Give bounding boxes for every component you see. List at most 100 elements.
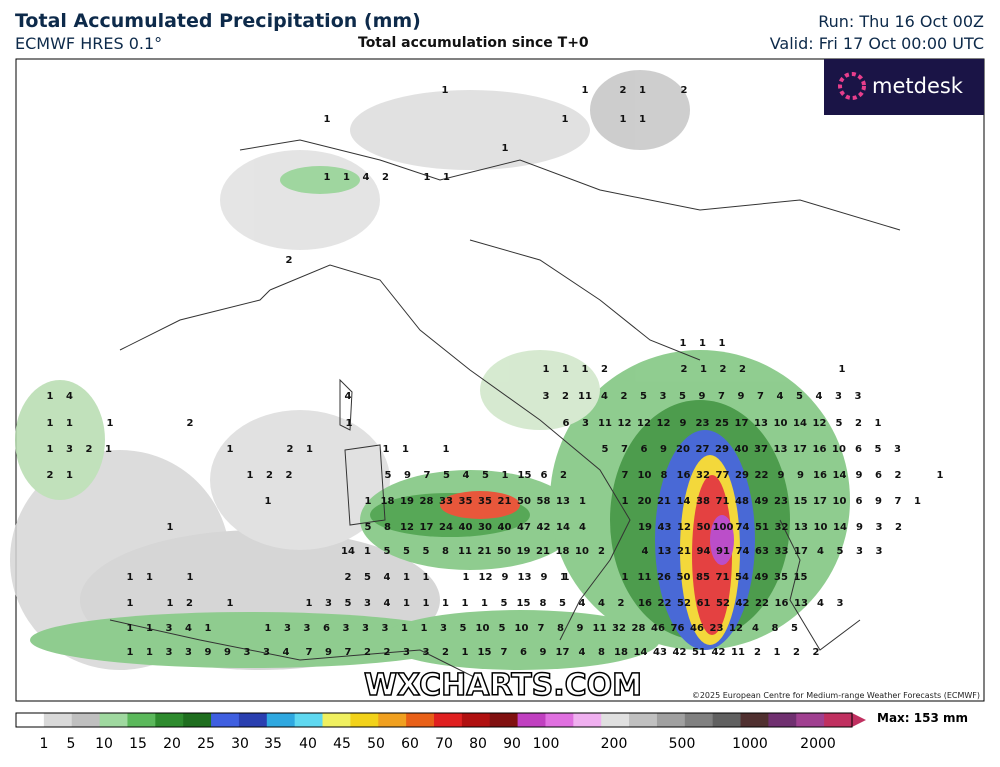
colorbar-label: 15 bbox=[129, 736, 147, 752]
value-label: 8 bbox=[384, 522, 391, 533]
value-label: 1 bbox=[403, 598, 410, 609]
value-label: 3 bbox=[263, 647, 270, 658]
value-labels: 1 1 2 1 21 1 1 111 1 4 2 1 121 1 11 1 1 2 2 1 2 2 11 4 4 3 2 11 4 2 5 3… bbox=[47, 85, 944, 658]
value-label: 21 bbox=[498, 496, 512, 507]
value-label: 5 bbox=[875, 444, 882, 455]
value-label: 3 bbox=[304, 623, 311, 634]
value-label: 12 bbox=[618, 418, 632, 429]
value-label: 2 bbox=[266, 470, 273, 481]
colorbar-cell bbox=[601, 713, 630, 727]
value-label: 14 bbox=[341, 546, 355, 557]
colorbar-label: 35 bbox=[264, 736, 282, 752]
value-label: 5 bbox=[443, 470, 450, 481]
value-label: 11 bbox=[458, 546, 472, 557]
colorbar-cell bbox=[712, 713, 742, 727]
value-label: 40 bbox=[735, 444, 749, 455]
value-label: 1 bbox=[562, 364, 569, 375]
value-label: 1 bbox=[324, 114, 331, 125]
value-label: 22 bbox=[658, 598, 672, 609]
value-label: 42 bbox=[712, 647, 726, 658]
value-label: 9 bbox=[502, 572, 509, 583]
value-label: 5 bbox=[482, 470, 489, 481]
colorbar-cell bbox=[294, 713, 324, 727]
colorbar-label: 1000 bbox=[732, 736, 768, 752]
value-label: 5 bbox=[559, 598, 566, 609]
value-label: 1 bbox=[443, 444, 450, 455]
value-label: 7 bbox=[895, 496, 902, 507]
colorbar-label: 10 bbox=[95, 736, 113, 752]
value-label: 4 bbox=[384, 572, 391, 583]
value-label: 2 bbox=[598, 546, 605, 557]
value-label: 9 bbox=[699, 391, 706, 402]
colorbar-label: 40 bbox=[299, 736, 317, 752]
value-label: 9 bbox=[404, 470, 411, 481]
value-label: 3 bbox=[423, 647, 430, 658]
value-label: 11 bbox=[731, 647, 745, 658]
value-label: 1 bbox=[146, 572, 153, 583]
colorbar-cell bbox=[740, 713, 769, 727]
colorbar-label: 45 bbox=[333, 736, 351, 752]
colorbar-cell bbox=[573, 713, 602, 727]
value-label: 5 bbox=[679, 391, 686, 402]
colorbar: 1 5 10 15 20 25 30 35 40 45 50 60 70 80 90 100 200 500 100… bbox=[15, 712, 866, 752]
value-label: 4 bbox=[817, 598, 824, 609]
colorbar-cell bbox=[434, 713, 463, 727]
value-label: 2 bbox=[286, 470, 293, 481]
value-label: 4 bbox=[66, 391, 73, 402]
value-label: 43 bbox=[658, 522, 672, 533]
colorbar-border bbox=[15, 712, 853, 728]
value-label: 9 bbox=[205, 647, 212, 658]
colorbar-cell bbox=[43, 713, 73, 727]
colorbar-cell bbox=[768, 713, 797, 727]
value-label: 1 bbox=[914, 496, 921, 507]
value-label: 1 bbox=[247, 470, 254, 481]
logo-text: metdesk bbox=[872, 74, 964, 98]
value-label: 23 bbox=[710, 623, 724, 634]
value-label: 42 bbox=[673, 647, 687, 658]
value-label: 1 bbox=[839, 364, 846, 375]
value-label: 7 bbox=[718, 391, 725, 402]
value-label: 28 bbox=[420, 496, 434, 507]
value-label: 5 bbox=[385, 470, 392, 481]
value-label: 1 bbox=[622, 572, 629, 583]
value-label: 1 bbox=[443, 172, 450, 183]
value-label: 9 bbox=[660, 444, 667, 455]
value-label: 1 bbox=[146, 623, 153, 634]
value-label: 1 bbox=[265, 623, 272, 634]
value-label: 35 bbox=[478, 496, 492, 507]
value-label: 9 bbox=[738, 391, 745, 402]
value-label: 28 bbox=[632, 623, 646, 634]
value-label: 24 bbox=[439, 522, 453, 533]
value-label: 15 bbox=[518, 470, 532, 481]
value-label: 1 bbox=[502, 470, 509, 481]
colorbar-cell bbox=[266, 713, 296, 727]
colorbar-cell bbox=[545, 713, 574, 727]
value-label: 7 bbox=[501, 647, 508, 658]
watermark: WXCHARTS.COM bbox=[364, 668, 642, 703]
value-label: 8 bbox=[772, 623, 779, 634]
value-label: 2 bbox=[384, 647, 391, 658]
value-label: 9 bbox=[680, 418, 687, 429]
colorbar-arrow bbox=[852, 713, 866, 727]
value-label: 1 bbox=[227, 444, 234, 455]
value-label: 4 bbox=[598, 598, 605, 609]
value-label: 1 bbox=[700, 364, 707, 375]
value-label: 1 bbox=[462, 598, 469, 609]
colorbar-label: 5 bbox=[67, 736, 76, 752]
colorbar-cell bbox=[127, 713, 156, 727]
value-label: 1 bbox=[680, 338, 687, 349]
value-label: 1 bbox=[582, 364, 589, 375]
value-label: 10 bbox=[476, 623, 490, 634]
value-label: 5 bbox=[501, 598, 508, 609]
value-label: 1 bbox=[365, 496, 372, 507]
value-label: 1 bbox=[562, 114, 569, 125]
logo-box bbox=[824, 59, 984, 115]
value-label: 1 bbox=[579, 496, 586, 507]
value-label: 37 bbox=[754, 444, 768, 455]
value-label: 7 bbox=[622, 470, 629, 481]
value-label: 4 bbox=[345, 391, 352, 402]
value-label: 15 bbox=[794, 572, 808, 583]
value-label: 6 bbox=[855, 444, 862, 455]
value-label: 3 bbox=[362, 623, 369, 634]
value-label: 9 bbox=[797, 470, 804, 481]
